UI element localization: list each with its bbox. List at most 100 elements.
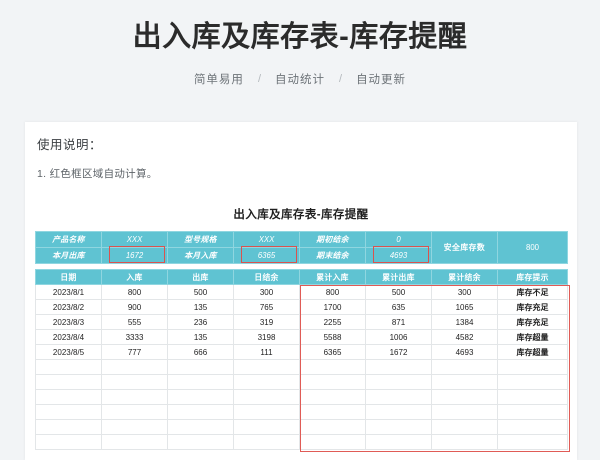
cell-empty[interactable] xyxy=(431,434,498,450)
cell-empty[interactable] xyxy=(365,389,432,405)
cell-empty[interactable] xyxy=(365,434,432,450)
cell-cum-in[interactable]: 1700 xyxy=(299,299,366,315)
cell-month-out-value[interactable]: 1672 xyxy=(101,247,168,264)
cell-in[interactable]: 3333 xyxy=(101,329,168,345)
cell-cum-out[interactable]: 871 xyxy=(365,314,432,330)
cell-cum-in[interactable]: 5588 xyxy=(299,329,366,345)
cell-empty[interactable] xyxy=(233,374,300,390)
cell-empty[interactable] xyxy=(35,404,102,420)
cell-in[interactable]: 777 xyxy=(101,344,168,360)
cell-empty[interactable] xyxy=(299,434,366,450)
cell-cum-in[interactable]: 800 xyxy=(299,284,366,300)
cell-date[interactable]: 2023/8/5 xyxy=(35,344,102,360)
cell-empty[interactable] xyxy=(431,359,498,375)
cell-empty[interactable] xyxy=(35,434,102,450)
cell-empty[interactable] xyxy=(35,359,102,375)
cell-cum-bal[interactable]: 300 xyxy=(431,284,498,300)
cell-empty[interactable] xyxy=(101,434,168,450)
cell-empty[interactable] xyxy=(35,374,102,390)
cell-in[interactable]: 900 xyxy=(101,299,168,315)
column-header-status[interactable]: 库存提示 xyxy=(497,269,568,285)
cell-product-name-value[interactable]: XXX xyxy=(101,231,168,248)
cell-daily[interactable]: 765 xyxy=(233,299,300,315)
column-header-date[interactable]: 日期 xyxy=(35,269,102,285)
cell-empty[interactable] xyxy=(431,419,498,435)
cell-empty[interactable] xyxy=(233,404,300,420)
cell-empty[interactable] xyxy=(35,389,102,405)
cell-empty[interactable] xyxy=(497,434,568,450)
cell-empty[interactable] xyxy=(101,389,168,405)
cell-month-in-value[interactable]: 6365 xyxy=(233,247,300,264)
cell-out[interactable]: 135 xyxy=(167,329,234,345)
cell-empty[interactable] xyxy=(497,389,568,405)
cell-empty[interactable] xyxy=(365,404,432,420)
cell-empty[interactable] xyxy=(299,389,366,405)
cell-empty[interactable] xyxy=(365,374,432,390)
cell-daily[interactable]: 319 xyxy=(233,314,300,330)
column-header-cum-in[interactable]: 累计入库 xyxy=(299,269,366,285)
cell-empty[interactable] xyxy=(167,404,234,420)
cell-cum-in[interactable]: 2255 xyxy=(299,314,366,330)
cell-empty[interactable] xyxy=(101,419,168,435)
cell-safety-stock-value[interactable]: 800 xyxy=(497,231,568,264)
cell-out[interactable]: 500 xyxy=(167,284,234,300)
cell-cum-in[interactable]: 6365 xyxy=(299,344,366,360)
cell-cum-out[interactable]: 1672 xyxy=(365,344,432,360)
cell-empty[interactable] xyxy=(233,359,300,375)
cell-cum-bal[interactable]: 1384 xyxy=(431,314,498,330)
cell-empty[interactable] xyxy=(299,374,366,390)
cell-in[interactable]: 555 xyxy=(101,314,168,330)
cell-empty[interactable] xyxy=(497,374,568,390)
column-header-cum-out[interactable]: 累计出库 xyxy=(365,269,432,285)
cell-empty[interactable] xyxy=(167,434,234,450)
cell-cum-bal[interactable]: 4693 xyxy=(431,344,498,360)
cell-empty[interactable] xyxy=(299,359,366,375)
cell-empty[interactable] xyxy=(167,419,234,435)
cell-empty[interactable] xyxy=(101,359,168,375)
cell-empty[interactable] xyxy=(35,419,102,435)
cell-empty[interactable] xyxy=(233,419,300,435)
column-header-out[interactable]: 出库 xyxy=(167,269,234,285)
cell-daily[interactable]: 3198 xyxy=(233,329,300,345)
cell-cum-bal[interactable]: 1065 xyxy=(431,299,498,315)
cell-in[interactable]: 800 xyxy=(101,284,168,300)
cell-date[interactable]: 2023/8/3 xyxy=(35,314,102,330)
cell-closing-balance-value[interactable]: 4693 xyxy=(365,247,432,264)
cell-date[interactable]: 2023/8/1 xyxy=(35,284,102,300)
cell-empty[interactable] xyxy=(497,404,568,420)
cell-empty[interactable] xyxy=(365,359,432,375)
cell-empty[interactable] xyxy=(233,389,300,405)
cell-cum-out[interactable]: 500 xyxy=(365,284,432,300)
cell-empty[interactable] xyxy=(365,419,432,435)
cell-empty[interactable] xyxy=(101,374,168,390)
cell-daily[interactable]: 111 xyxy=(233,344,300,360)
spreadsheet-region: 出入库及库存表-库存提醒 产品名称 XXX 型号规格 XXX xyxy=(35,206,570,452)
cell-empty[interactable] xyxy=(431,404,498,420)
cell-model-spec-value[interactable]: XXX xyxy=(233,231,300,248)
cell-empty[interactable] xyxy=(167,359,234,375)
cell-out[interactable]: 666 xyxy=(167,344,234,360)
column-header-daily[interactable]: 日结余 xyxy=(233,269,300,285)
cell-empty[interactable] xyxy=(233,434,300,450)
cell-cum-out[interactable]: 635 xyxy=(365,299,432,315)
cell-empty[interactable] xyxy=(497,419,568,435)
cell-opening-balance-value[interactable]: 0 xyxy=(365,231,432,248)
cell-empty[interactable] xyxy=(299,404,366,420)
cell-empty[interactable] xyxy=(431,374,498,390)
column-header-in[interactable]: 入库 xyxy=(101,269,168,285)
cell-empty[interactable] xyxy=(167,389,234,405)
cell-empty[interactable] xyxy=(167,374,234,390)
cell-cum-out[interactable]: 1006 xyxy=(365,329,432,345)
cell-empty[interactable] xyxy=(431,389,498,405)
cell-empty[interactable] xyxy=(299,419,366,435)
table-row: 2023/8/5 777 666 111 6365 1672 4693 库存超量 xyxy=(35,344,568,360)
cell-daily[interactable]: 300 xyxy=(233,284,300,300)
cell-date[interactable]: 2023/8/2 xyxy=(35,299,102,315)
cell-date[interactable]: 2023/8/4 xyxy=(35,329,102,345)
cell-cum-bal[interactable]: 4582 xyxy=(431,329,498,345)
cell-out[interactable]: 135 xyxy=(167,299,234,315)
column-header-cum-bal[interactable]: 累计结余 xyxy=(431,269,498,285)
cell-empty[interactable] xyxy=(497,359,568,375)
cell-out[interactable]: 236 xyxy=(167,314,234,330)
cell-empty[interactable] xyxy=(101,404,168,420)
